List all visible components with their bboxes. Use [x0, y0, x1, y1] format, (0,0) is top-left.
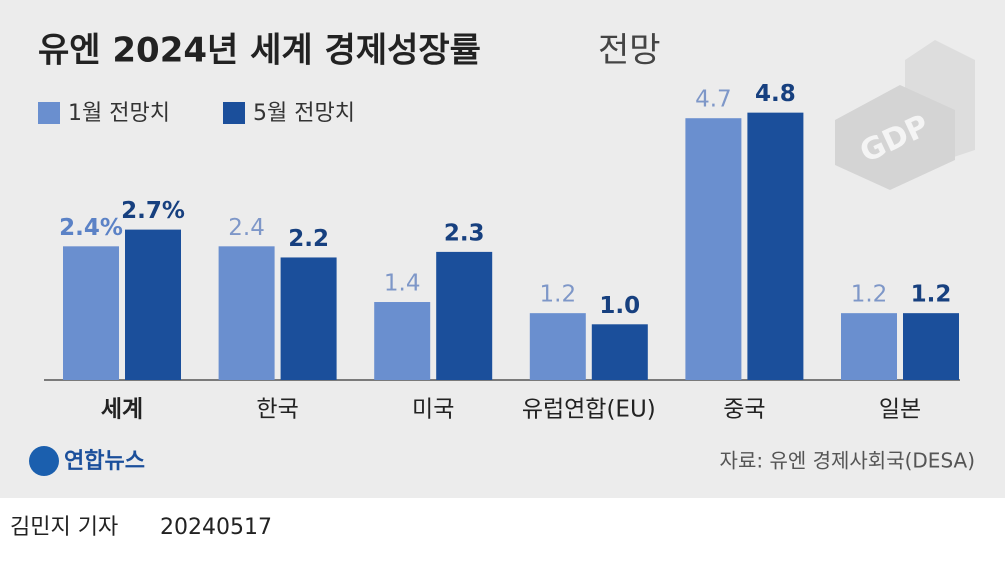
graphic-shape — [835, 85, 955, 190]
bar — [125, 229, 181, 380]
x-tick-label: 한국 — [256, 397, 298, 423]
date: 20240517 — [160, 515, 272, 540]
legend-swatch — [223, 102, 245, 124]
x-tick-label: 세계 — [101, 397, 143, 423]
bar — [841, 313, 897, 380]
x-tick-label: 중국 — [723, 397, 765, 423]
logo-icon — [29, 446, 59, 476]
legend-swatch — [38, 102, 60, 124]
source: 자료: 유엔 경제사회국(DESA) — [720, 449, 975, 473]
value-label: 2.2 — [288, 226, 329, 252]
bar — [218, 246, 275, 380]
legend-label: 5월 전망치 — [253, 101, 355, 126]
value-label: 4.7 — [695, 87, 732, 113]
legend-label: 1월 전망치 — [68, 101, 170, 126]
value-label: 1.2 — [911, 282, 952, 308]
value-label: 2.3 — [444, 220, 485, 246]
bar — [436, 251, 493, 380]
value-label: 1.0 — [599, 293, 640, 319]
logo: 연합뉴스 — [64, 448, 145, 474]
bar — [280, 257, 337, 380]
gdp-graphic: GDP — [835, 40, 975, 190]
bar — [374, 302, 431, 380]
bar — [903, 313, 959, 380]
bar — [591, 324, 648, 380]
bar — [63, 246, 119, 380]
bar — [747, 112, 804, 380]
bar — [529, 313, 586, 380]
value-label: 2.4 — [228, 215, 265, 241]
value-label: 1.4 — [384, 271, 421, 297]
bar — [685, 118, 742, 381]
value-label: 2.7% — [121, 198, 185, 224]
x-tick-label: 미국 — [412, 397, 454, 423]
x-tick-label: 유럽연합(EU) — [522, 397, 656, 423]
chart-title-suffix: 전망 — [598, 31, 661, 71]
byline: 김민지 기자 — [10, 515, 118, 540]
chart-title: 유엔 2024년 세계 경제성장률 — [38, 31, 481, 71]
value-label: 1.2 — [851, 282, 888, 308]
value-label: 1.2 — [540, 282, 577, 308]
value-label: 2.4% — [59, 215, 123, 241]
x-tick-label: 일본 — [879, 397, 921, 423]
value-label: 4.8 — [755, 81, 796, 107]
